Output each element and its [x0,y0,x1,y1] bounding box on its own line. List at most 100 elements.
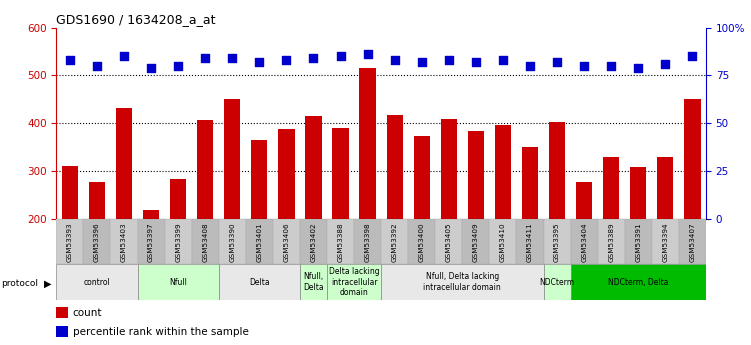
Text: GSM53389: GSM53389 [608,223,614,262]
Bar [116,108,132,315]
Text: GSM53388: GSM53388 [337,223,343,262]
Text: GSM53399: GSM53399 [175,223,181,262]
Bar [522,147,538,315]
Bar [224,99,240,315]
Text: GDS1690 / 1634208_a_at: GDS1690 / 1634208_a_at [56,13,216,27]
Bar [56,307,68,318]
Bar [517,219,544,264]
Bar [273,219,300,264]
Point [145,65,157,71]
Bar [495,125,511,315]
Text: GSM53395: GSM53395 [554,223,560,262]
Text: GSM53401: GSM53401 [256,223,262,262]
Bar [197,119,213,315]
Point [199,56,211,61]
Point [524,63,536,69]
Bar [625,219,652,264]
Text: GSM53396: GSM53396 [94,223,100,262]
Text: GSM53403: GSM53403 [121,223,127,262]
Text: NDCterm, Delta: NDCterm, Delta [608,277,668,287]
Bar [219,264,300,300]
Bar [414,136,430,315]
Bar [164,219,192,264]
Point [118,53,130,59]
Bar [571,264,706,300]
Text: NDCterm: NDCterm [539,277,575,287]
Bar [62,166,78,315]
Point [497,57,509,63]
Bar [490,219,517,264]
Text: GSM53393: GSM53393 [67,223,73,262]
Text: GSM53405: GSM53405 [446,223,452,262]
Bar [170,179,186,315]
Text: GSM53400: GSM53400 [419,223,425,262]
Bar [83,219,110,264]
Bar [56,219,83,264]
Bar [381,264,544,300]
Bar [630,167,647,315]
Point [551,59,563,65]
Bar [468,131,484,315]
Bar [684,99,701,315]
Bar [603,157,620,315]
Bar [652,219,679,264]
Text: control: control [83,277,110,287]
Bar [89,182,105,315]
Bar [387,115,403,315]
Bar [679,219,706,264]
Text: GSM53392: GSM53392 [392,223,398,262]
Bar [436,219,463,264]
Point [64,57,76,63]
Bar [327,264,381,300]
Bar [354,219,382,264]
Point [280,57,292,63]
Point [605,63,617,69]
Bar [544,219,571,264]
Bar [463,219,490,264]
Text: GSM53402: GSM53402 [310,223,316,262]
Point [632,65,644,71]
Text: Nfull: Nfull [169,277,187,287]
Bar [192,219,219,264]
Point [91,63,103,69]
Text: ▶: ▶ [44,279,51,288]
Point [686,53,698,59]
Bar [544,264,571,300]
Bar [576,182,593,315]
Point [361,52,373,57]
Bar [306,116,321,315]
Bar [549,122,566,315]
Bar [333,128,348,315]
Bar [409,219,436,264]
Text: count: count [73,308,102,318]
Bar [300,219,327,264]
Text: GSM53408: GSM53408 [202,223,208,262]
Text: GSM53398: GSM53398 [364,223,370,262]
Bar [219,219,246,264]
Text: protocol: protocol [1,279,38,288]
Point [334,53,346,59]
Text: GSM53406: GSM53406 [283,223,289,262]
Text: GSM53411: GSM53411 [527,223,533,262]
Point [578,63,590,69]
Text: GSM53394: GSM53394 [662,223,668,262]
Bar [56,326,68,337]
Bar [137,264,219,300]
Point [470,59,482,65]
Text: GSM53407: GSM53407 [689,223,695,262]
Point [307,56,319,61]
Text: GSM53397: GSM53397 [148,223,154,262]
Text: Nfull, Delta lacking
intracellular domain: Nfull, Delta lacking intracellular domai… [424,272,501,292]
Point [172,63,184,69]
Bar [300,264,327,300]
Bar [327,219,354,264]
Bar [657,157,674,315]
Point [416,59,428,65]
Bar [251,140,267,315]
Bar [360,68,376,315]
Text: GSM53391: GSM53391 [635,223,641,262]
Text: Nfull,
Delta: Nfull, Delta [303,272,324,292]
Text: GSM53404: GSM53404 [581,223,587,262]
Bar [598,219,625,264]
Point [226,56,238,61]
